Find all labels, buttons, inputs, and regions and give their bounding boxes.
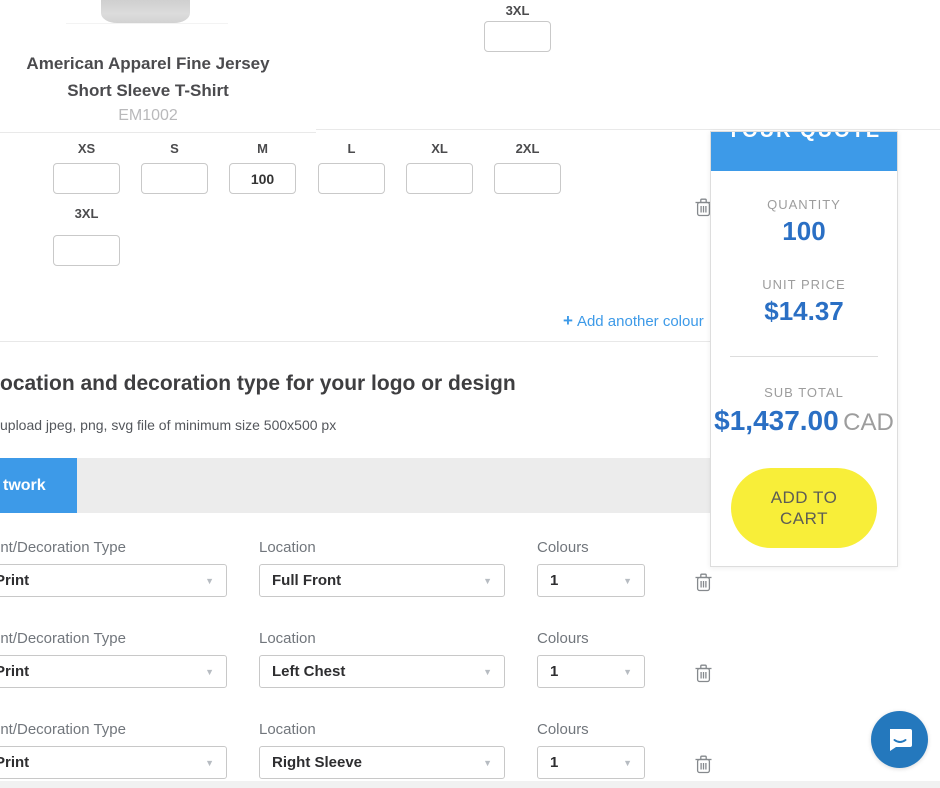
decoration-type-label: Print/Decoration Type bbox=[0, 721, 126, 738]
add-colour-label: Add another colour bbox=[576, 313, 704, 330]
chat-launcher-button[interactable] bbox=[871, 711, 928, 768]
page-bottom-strip bbox=[0, 781, 940, 788]
product-image bbox=[101, 0, 190, 23]
size-input-l[interactable] bbox=[318, 163, 385, 194]
size-input-m[interactable] bbox=[229, 163, 296, 194]
plus-icon: + bbox=[563, 311, 573, 330]
size-label-2xl: 2XL bbox=[515, 141, 540, 156]
location-select[interactable]: Full Front ▼ bbox=[259, 564, 505, 597]
decoration-type-select[interactable]: Print ▼ bbox=[0, 564, 227, 597]
chevron-down-icon: ▼ bbox=[483, 757, 492, 768]
quantity-label: QUANTITY bbox=[767, 197, 841, 212]
size-label-s: S bbox=[170, 141, 179, 156]
decoration-type-label: Print/Decoration Type bbox=[0, 539, 126, 556]
product-title: American Apparel Fine Jersey Short Sleev… bbox=[0, 50, 296, 104]
trash-icon[interactable] bbox=[695, 573, 712, 592]
add-colour-link[interactable]: + Add another colour bbox=[563, 311, 704, 331]
trash-icon[interactable] bbox=[695, 198, 712, 217]
product-image-frame bbox=[66, 0, 228, 24]
size-input-3xl[interactable] bbox=[53, 235, 120, 266]
product-title-line2: Short Sleeve T-Shirt bbox=[67, 81, 229, 100]
subtotal-label: SUB TOTAL bbox=[764, 385, 844, 400]
size-label-3xl: 3XL bbox=[74, 206, 99, 221]
tab-artwork-label: twork bbox=[3, 476, 46, 494]
location-label: Location bbox=[259, 630, 316, 647]
chevron-down-icon: ▼ bbox=[623, 575, 632, 586]
decoration-type-label: Print/Decoration Type bbox=[0, 630, 126, 647]
size-input-3xl-top[interactable] bbox=[484, 21, 551, 52]
tab-artwork[interactable]: twork bbox=[0, 458, 77, 513]
size-label-l: L bbox=[347, 141, 356, 156]
chevron-down-icon: ▼ bbox=[483, 666, 492, 677]
unit-price-label: UNIT PRICE bbox=[762, 277, 846, 292]
chevron-down-icon: ▼ bbox=[205, 666, 214, 677]
chevron-down-icon: ▼ bbox=[483, 575, 492, 586]
trash-icon[interactable] bbox=[695, 664, 712, 683]
colours-label: Colours bbox=[537, 539, 589, 556]
size-label-xs: XS bbox=[77, 141, 96, 156]
quote-panel-title: YOUR QUOTE bbox=[727, 132, 881, 171]
product-sku: EM1002 bbox=[118, 107, 178, 124]
size-label-3xl-top: 3XL bbox=[505, 3, 530, 18]
decoration-type-select[interactable]: Print ▼ bbox=[0, 746, 227, 779]
chevron-down-icon: ▼ bbox=[623, 666, 632, 677]
size-input-s[interactable] bbox=[141, 163, 208, 194]
quantity-value: 100 bbox=[782, 216, 826, 246]
colours-select[interactable]: 1 ▼ bbox=[537, 564, 645, 597]
colours-select[interactable]: 1 ▼ bbox=[537, 746, 645, 779]
trash-icon[interactable] bbox=[695, 755, 712, 774]
chevron-down-icon: ▼ bbox=[623, 757, 632, 768]
divider bbox=[0, 341, 710, 342]
decoration-heading: ocation and decoration type for your log… bbox=[0, 372, 516, 395]
unit-price-value: $14.37 bbox=[764, 296, 844, 326]
size-input-2xl[interactable] bbox=[494, 163, 561, 194]
colours-label: Colours bbox=[537, 721, 589, 738]
divider bbox=[730, 356, 878, 357]
size-label-xl: XL bbox=[431, 141, 448, 156]
decoration-subtext: upload jpeg, png, svg file of minimum si… bbox=[0, 417, 337, 433]
size-input-xl[interactable] bbox=[406, 163, 473, 194]
location-select[interactable]: Right Sleeve ▼ bbox=[259, 746, 505, 779]
colours-label: Colours bbox=[537, 630, 589, 647]
location-label: Location bbox=[259, 539, 316, 556]
product-title-line1: American Apparel Fine Jersey bbox=[26, 54, 270, 73]
chevron-down-icon: ▼ bbox=[205, 757, 214, 768]
size-label-m: M bbox=[257, 141, 268, 156]
location-label: Location bbox=[259, 721, 316, 738]
decoration-type-select[interactable]: Print ▼ bbox=[0, 655, 227, 688]
size-input-xs[interactable] bbox=[53, 163, 120, 194]
location-select[interactable]: Left Chest ▼ bbox=[259, 655, 505, 688]
colours-select[interactable]: 1 ▼ bbox=[537, 655, 645, 688]
add-to-cart-button[interactable]: ADD TO CART bbox=[731, 468, 877, 548]
chevron-down-icon: ▼ bbox=[205, 575, 214, 586]
divider bbox=[0, 132, 316, 133]
subtotal-value: $1,437.00 CAD bbox=[714, 405, 894, 436]
quote-panel-header: YOUR QUOTE bbox=[711, 132, 897, 171]
chat-bubble-icon bbox=[889, 728, 912, 751]
quote-panel: YOUR QUOTE QUANTITY 100 UNIT PRICE $14.3… bbox=[710, 131, 898, 567]
divider bbox=[316, 129, 940, 130]
